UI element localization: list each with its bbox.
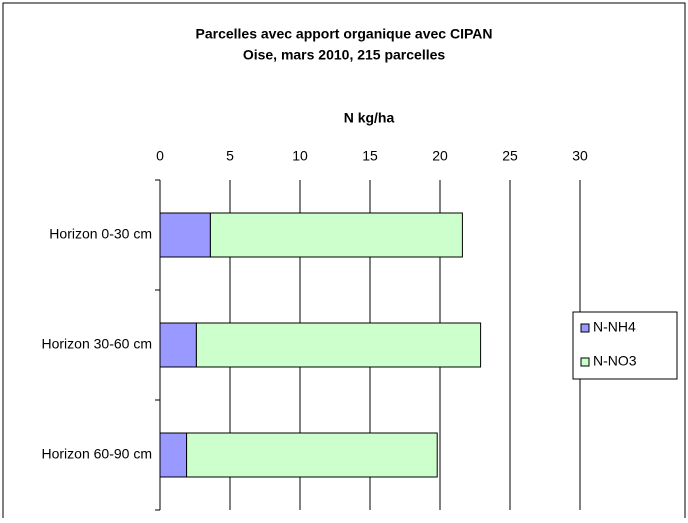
y-tick-label: Horizon 0-30 cm — [49, 226, 152, 242]
bar-segment — [159, 322, 197, 368]
x-tick-label: 30 — [572, 148, 588, 164]
y-tick-label: Horizon 30-60 cm — [42, 336, 153, 352]
y-tick-label: Horizon 60-90 cm — [42, 446, 153, 462]
legend-box — [572, 311, 678, 380]
bar-segment — [209, 212, 463, 258]
legend-label: N-NH4 — [593, 319, 636, 335]
x-tick-label: 25 — [502, 148, 518, 164]
x-tick-label: 0 — [156, 148, 164, 164]
x-tick-label: 20 — [432, 148, 448, 164]
legend-label: N-NO3 — [593, 353, 637, 369]
legend-swatch — [580, 323, 590, 333]
chart-title: Parcelles avec apport organique avec CIP… — [196, 26, 493, 42]
legend-swatch — [580, 357, 590, 367]
x-tick-label: 15 — [362, 148, 378, 164]
x-tick-label: 10 — [292, 148, 308, 164]
bar-segment — [159, 212, 211, 258]
bar-segment — [159, 432, 188, 478]
bar-segment — [186, 432, 438, 478]
bar-segment — [195, 322, 482, 368]
x-axis-label: N kg/ha — [344, 110, 395, 126]
chart-subtitle: Oise, mars 2010, 215 parcelles — [243, 47, 446, 63]
x-tick-label: 5 — [226, 148, 234, 164]
